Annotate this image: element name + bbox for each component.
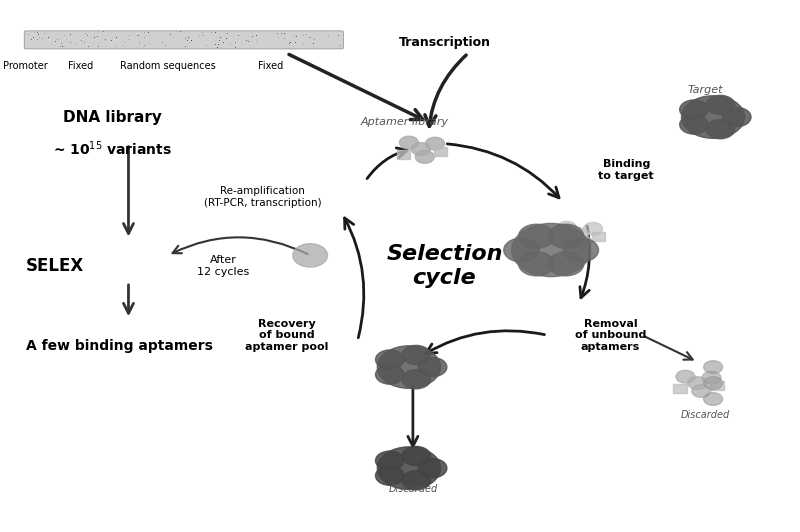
Circle shape	[378, 346, 441, 388]
Circle shape	[375, 451, 404, 470]
Circle shape	[375, 350, 404, 369]
Circle shape	[583, 222, 602, 235]
Circle shape	[418, 358, 447, 377]
Text: Removal
of unbound
aptamers: Removal of unbound aptamers	[574, 319, 646, 352]
Circle shape	[518, 225, 554, 248]
Circle shape	[702, 371, 721, 384]
Circle shape	[402, 471, 430, 490]
Circle shape	[518, 252, 554, 276]
Text: Random sequences: Random sequences	[120, 61, 216, 71]
Text: Transcription: Transcription	[398, 36, 490, 49]
Circle shape	[682, 96, 745, 138]
Circle shape	[706, 95, 734, 114]
Circle shape	[399, 136, 418, 149]
Text: Binding
to target: Binding to target	[598, 160, 654, 181]
Circle shape	[574, 236, 592, 248]
Circle shape	[504, 238, 539, 262]
Circle shape	[548, 252, 584, 276]
Circle shape	[418, 459, 447, 478]
Circle shape	[402, 345, 430, 364]
Circle shape	[676, 370, 695, 383]
Circle shape	[415, 151, 434, 163]
Text: SELEX: SELEX	[26, 257, 84, 275]
Circle shape	[293, 244, 327, 267]
Circle shape	[563, 238, 598, 262]
Circle shape	[402, 370, 430, 389]
Text: Discarded: Discarded	[681, 410, 730, 420]
Text: Promoter: Promoter	[3, 61, 48, 71]
Circle shape	[570, 228, 588, 240]
Text: Target: Target	[687, 86, 723, 95]
Text: A few binding aptamers: A few binding aptamers	[26, 339, 213, 353]
Circle shape	[548, 225, 584, 248]
Text: Aptamer library: Aptamer library	[361, 118, 449, 127]
Text: ~ 10$^{15}$ variants: ~ 10$^{15}$ variants	[53, 140, 172, 158]
FancyBboxPatch shape	[24, 31, 343, 49]
Circle shape	[722, 107, 751, 127]
Circle shape	[402, 446, 430, 466]
Circle shape	[680, 100, 708, 119]
Circle shape	[680, 115, 708, 134]
Circle shape	[375, 365, 404, 384]
Text: Recovery
of bound
aptamer pool: Recovery of bound aptamer pool	[245, 319, 328, 352]
Circle shape	[378, 447, 441, 489]
Text: Fixed: Fixed	[258, 61, 283, 71]
Circle shape	[704, 361, 722, 373]
Circle shape	[688, 377, 706, 389]
Text: DNA library: DNA library	[63, 110, 162, 124]
Text: Fixed: Fixed	[69, 61, 94, 71]
Circle shape	[704, 377, 722, 389]
Text: Re-amplification
(RT-PCR, transcription): Re-amplification (RT-PCR, transcription)	[204, 186, 322, 207]
Circle shape	[512, 223, 590, 277]
Text: Discarded: Discarded	[388, 485, 438, 494]
Text: Selection
cycle: Selection cycle	[386, 244, 502, 288]
Circle shape	[558, 221, 577, 234]
Circle shape	[375, 466, 404, 485]
Text: After
12 cycles: After 12 cycles	[197, 255, 250, 277]
Circle shape	[426, 137, 445, 150]
Circle shape	[704, 393, 722, 405]
Circle shape	[692, 385, 710, 397]
Circle shape	[411, 143, 430, 155]
Circle shape	[706, 120, 734, 139]
